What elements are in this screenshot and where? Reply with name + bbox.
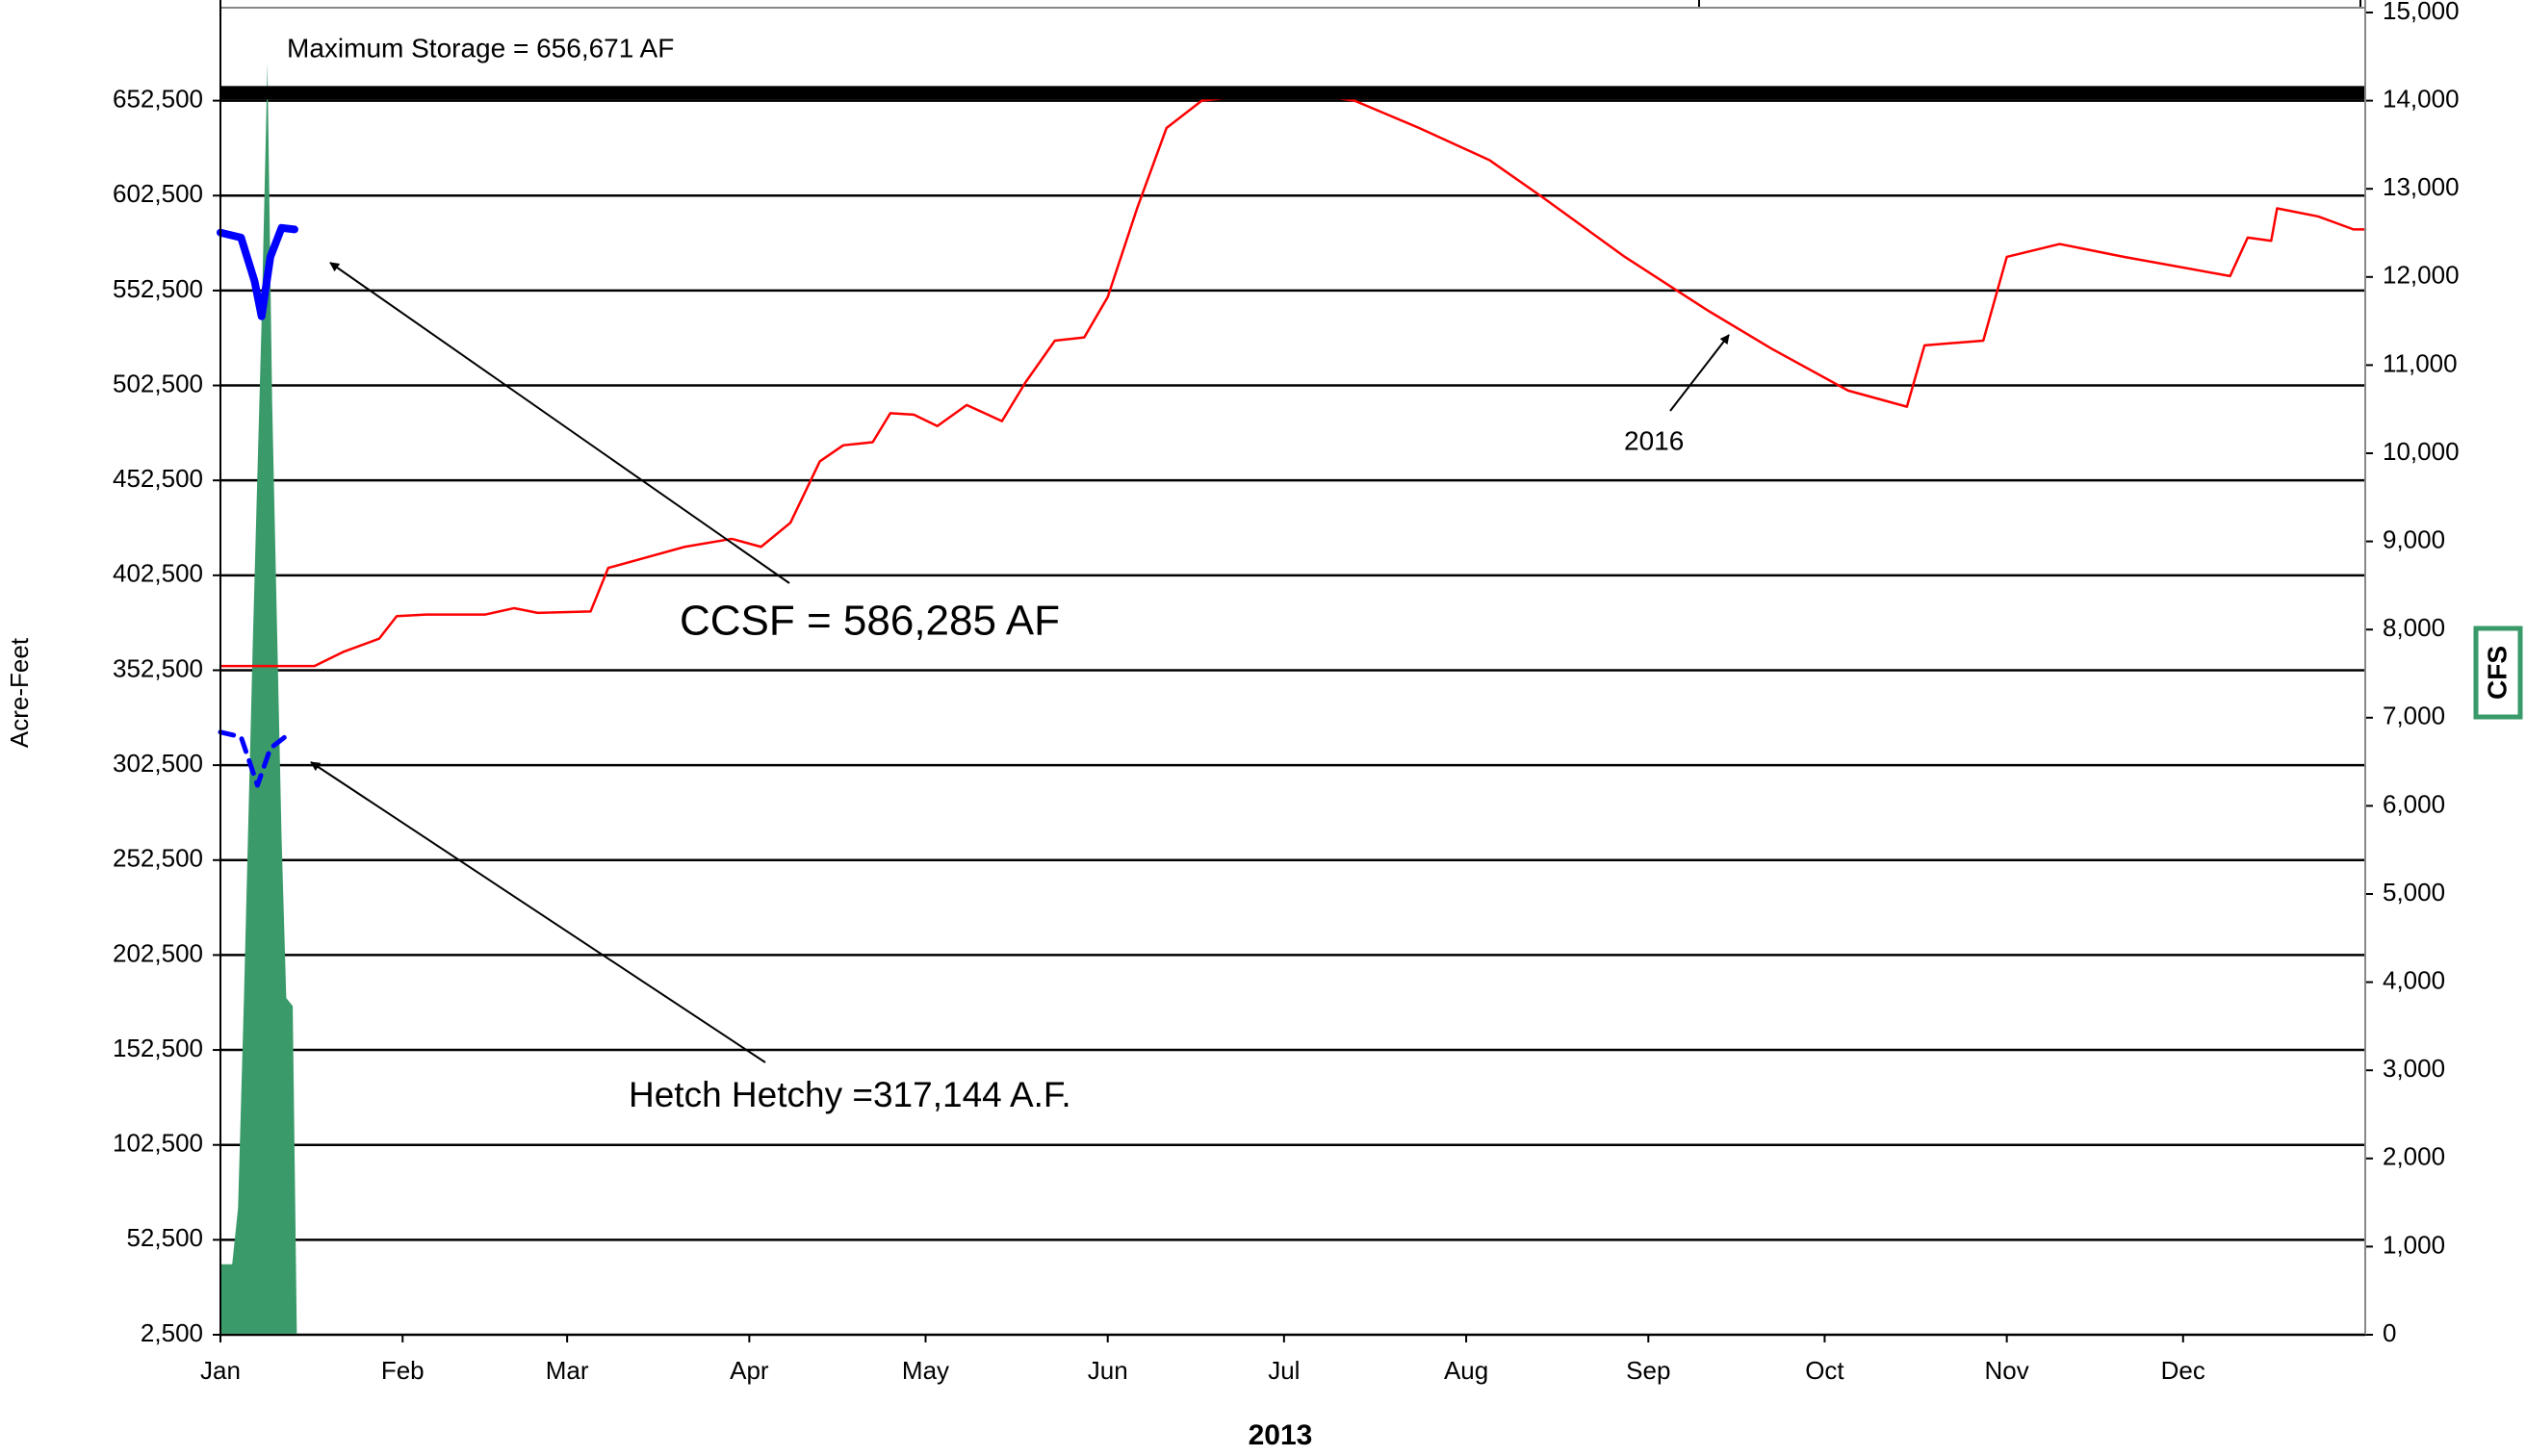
series-label: 2016 bbox=[1624, 425, 1684, 455]
hetch-hetchy-annotation: Hetch Hetchy =317,144 A.F. bbox=[629, 1075, 1071, 1114]
y-tick-label: 2,500 bbox=[141, 1318, 203, 1347]
x-tick-label: Sep bbox=[1626, 1356, 1670, 1385]
y2-tick-label: 13,000 bbox=[2383, 172, 2460, 201]
x-tick-label: Jan bbox=[200, 1356, 241, 1385]
y2-tick-label: 1,000 bbox=[2383, 1230, 2445, 1259]
y2-tick-label: 6,000 bbox=[2383, 789, 2445, 818]
ccsf-annotation: CCSF = 586,285 AF bbox=[680, 598, 1060, 645]
y2-tick-label: 15,000 bbox=[2383, 0, 2460, 25]
y2-tick-label: 14,000 bbox=[2383, 84, 2460, 113]
y-tick-label: 652,500 bbox=[113, 84, 203, 113]
annotation-arrow bbox=[310, 761, 766, 1063]
y2-tick-label: 7,000 bbox=[2383, 702, 2445, 730]
y-tick-label: 252,500 bbox=[113, 844, 203, 873]
annotation-arrow bbox=[329, 262, 790, 584]
max-storage-label: Maximum Storage = 656,671 AF bbox=[287, 33, 674, 63]
storage-line bbox=[218, 729, 288, 788]
x-tick-label: Feb bbox=[381, 1356, 425, 1385]
y-tick-label: 302,500 bbox=[113, 749, 203, 778]
x-tick-label: Apr bbox=[730, 1356, 769, 1385]
y2-axis-label: CFS bbox=[2482, 646, 2512, 700]
x-tick-label: Nov bbox=[1985, 1356, 2029, 1385]
x-tick-label: Oct bbox=[1805, 1356, 1844, 1385]
y-tick-label: 552,500 bbox=[113, 274, 203, 303]
x-tick-label: Dec bbox=[2161, 1356, 2205, 1385]
storage-line bbox=[217, 223, 298, 320]
y2-tick-label: 11,000 bbox=[2383, 348, 2458, 377]
y2-tick-label: 12,000 bbox=[2383, 261, 2460, 290]
y2-tick-label: 4,000 bbox=[2383, 965, 2445, 994]
x-tick-label: May bbox=[902, 1356, 949, 1385]
y2-tick-label: 0 bbox=[2383, 1318, 2396, 1347]
y2-tick-label: 2,000 bbox=[2383, 1142, 2445, 1171]
y-tick-label: 402,500 bbox=[113, 559, 203, 588]
y2-tick-label: 9,000 bbox=[2383, 524, 2445, 553]
y-tick-label: 102,500 bbox=[113, 1129, 203, 1158]
y-tick-label: 502,500 bbox=[113, 369, 203, 397]
y-tick-label: 452,500 bbox=[113, 464, 203, 493]
y2-tick-label: 10,000 bbox=[2383, 437, 2460, 466]
x-tick-label: Jun bbox=[1088, 1356, 1128, 1385]
y-tick-label: 602,500 bbox=[113, 179, 203, 208]
y2-tick-label: 8,000 bbox=[2383, 613, 2445, 642]
y-tick-label: 152,500 bbox=[113, 1034, 203, 1062]
x-tick-label: Mar bbox=[546, 1356, 589, 1385]
x-axis-label: 2013 bbox=[1249, 1419, 1313, 1451]
y-tick-label: 202,500 bbox=[113, 938, 203, 967]
legend-box bbox=[1698, 0, 2361, 9]
y-tick-label: 352,500 bbox=[113, 653, 203, 682]
y-tick-label: 52,500 bbox=[126, 1223, 203, 1252]
annotation-arrow bbox=[1669, 334, 1730, 412]
y2-tick-label: 5,000 bbox=[2383, 878, 2445, 907]
storage-line bbox=[219, 89, 2367, 668]
x-tick-label: Aug bbox=[1444, 1356, 1488, 1385]
x-tick-label: Jul bbox=[1268, 1356, 1300, 1385]
y2-label-box bbox=[2473, 626, 2523, 720]
y-axis-label: Acre-Feet bbox=[5, 637, 34, 748]
y2-tick-label: 3,000 bbox=[2383, 1054, 2445, 1083]
